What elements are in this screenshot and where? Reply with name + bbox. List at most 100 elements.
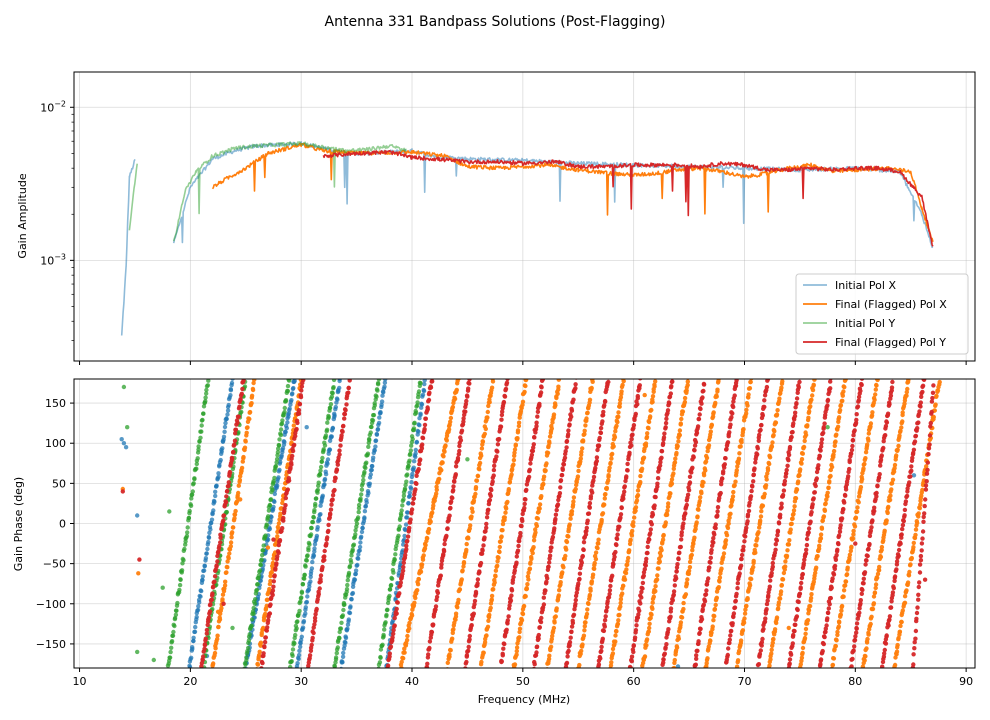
phase-point: [868, 528, 873, 533]
phase-point: [633, 628, 639, 633]
phase-point: [439, 565, 444, 570]
phase-point: [834, 553, 839, 558]
phase-point: [918, 553, 924, 559]
phase-point: [828, 379, 833, 384]
phase-point: [574, 590, 579, 595]
phase-point: [725, 652, 730, 658]
phase-point: [307, 542, 312, 547]
phase-point: [531, 538, 537, 543]
phase-point: [191, 638, 196, 644]
phase-point: [253, 597, 258, 602]
phase-point: [469, 514, 474, 519]
phase-point: [933, 402, 938, 407]
phase-point: [486, 403, 491, 409]
phase-point: [227, 551, 232, 556]
phase-point: [448, 419, 453, 424]
phase-point: [378, 655, 383, 660]
phase-point: [197, 439, 202, 444]
phase-point: [570, 502, 576, 507]
phase-point: [679, 537, 684, 542]
phase-points-initial-pol-x: [119, 379, 917, 668]
phase-point: [447, 652, 452, 657]
phase-point: [894, 559, 900, 564]
phase-point: [577, 571, 583, 576]
phase-point: [541, 474, 547, 479]
phase-point: [266, 508, 272, 513]
phase-point: [605, 604, 610, 610]
phase-point: [653, 494, 658, 500]
phase-point: [904, 588, 909, 593]
phase-point: [339, 433, 344, 438]
phase-point: [905, 580, 911, 585]
phase-point: [761, 626, 766, 632]
phase-point: [301, 374, 305, 378]
phase-point: [350, 590, 356, 596]
phase-point: [800, 451, 805, 456]
phase-point: [225, 412, 230, 417]
phase-point: [222, 429, 227, 434]
phase-point: [473, 485, 479, 490]
phase-point: [615, 419, 620, 425]
phase-point: [801, 561, 806, 566]
phase-point: [328, 507, 334, 512]
phase-point: [840, 393, 845, 398]
legend-label-initial-pol-x: Initial Pol X: [835, 279, 896, 292]
phase-point: [237, 477, 243, 483]
phase-point: [537, 625, 542, 630]
phase-point: [289, 398, 294, 403]
phase-point: [674, 576, 679, 581]
phase-point: [745, 512, 751, 517]
phase-point: [696, 507, 701, 512]
phase-point: [340, 613, 346, 618]
phase-point: [413, 447, 418, 453]
phase-point: [317, 518, 322, 523]
phase-point: [278, 432, 284, 438]
phase-point: [872, 590, 878, 595]
phase-point: [665, 508, 670, 513]
phase-point: [711, 540, 716, 545]
phase-point: [671, 589, 677, 594]
phase-point: [856, 500, 861, 505]
phase-point: [728, 633, 733, 638]
phase-point: [199, 429, 204, 434]
phase-point: [821, 641, 826, 647]
phase-point: [841, 389, 846, 394]
phase-point: [602, 398, 608, 404]
phase-point: [676, 636, 681, 641]
phase-point: [880, 664, 885, 668]
phase-point: [285, 487, 290, 492]
legend-box: [795, 273, 969, 355]
phase-point: [368, 472, 373, 477]
phase-point: [579, 648, 584, 654]
phase-point: [815, 554, 820, 559]
amplitude-y-axis-label: Gain Amplitude: [16, 173, 29, 258]
phase-point: [931, 383, 936, 388]
phase-point: [791, 421, 796, 426]
phase-point: [203, 556, 209, 561]
phase-point: [697, 630, 702, 636]
phase-point: [520, 611, 526, 617]
phase-point: [685, 492, 691, 497]
phase-point: [686, 568, 692, 573]
phase-point: [649, 407, 654, 413]
phase-point: [638, 473, 643, 479]
phase-point: [917, 562, 923, 567]
phase-point: [446, 427, 452, 432]
phase-point: [773, 420, 779, 425]
phase-point: [290, 653, 295, 658]
phase-point: [487, 612, 492, 618]
phase-point: [935, 388, 941, 393]
phase-point: [321, 447, 326, 452]
phase-point: [579, 449, 584, 455]
phase-point: [191, 635, 196, 640]
phase-point: [184, 533, 190, 539]
phase-point: [411, 426, 417, 431]
phase-point: [341, 607, 346, 613]
phase-point: [611, 562, 616, 567]
phase-point: [908, 562, 913, 567]
phase-point: [287, 379, 292, 383]
phase-x-ticks: 10 20 30 40 50 60 70 80 90: [73, 668, 973, 688]
phase-point: [894, 567, 899, 572]
phase-point: [416, 577, 421, 582]
phase-point: [375, 426, 381, 432]
